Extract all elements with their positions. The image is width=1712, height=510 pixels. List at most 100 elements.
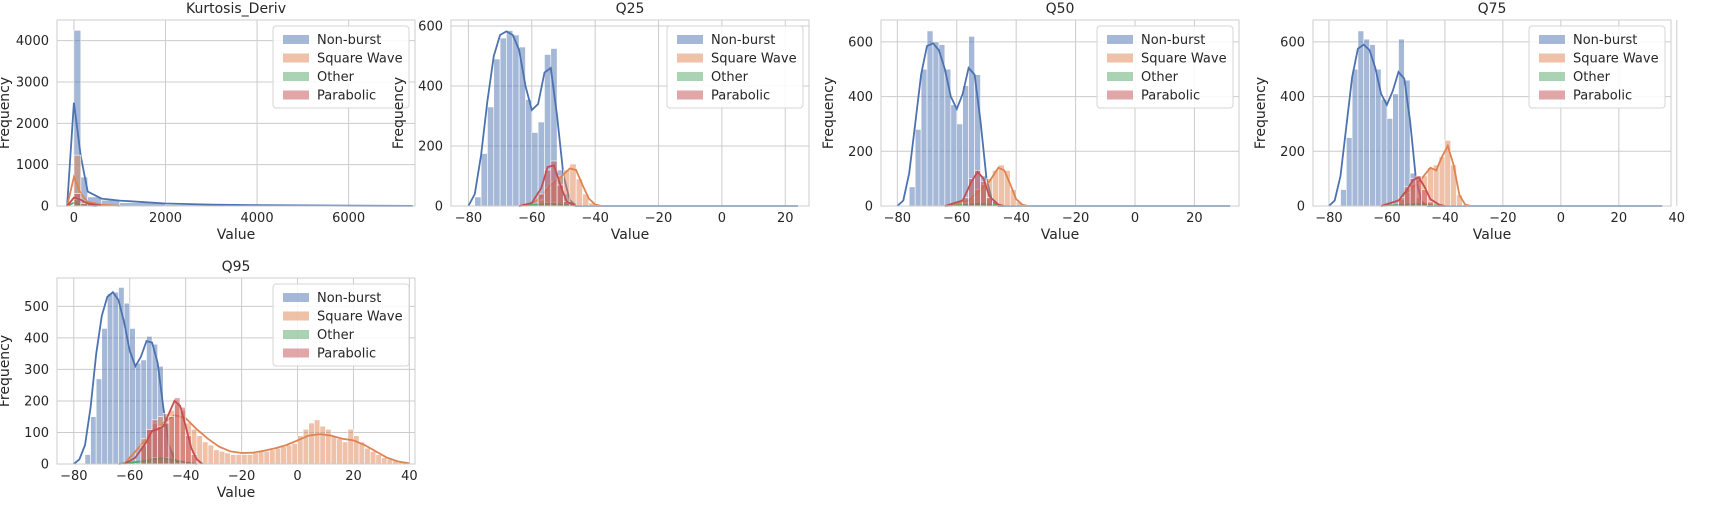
y-tick-label: 400 [24,331,49,346]
legend: Non-burst Square Wave Other Parabolic [272,283,410,367]
legend-swatch [283,35,309,44]
histogram-bar [474,196,482,207]
legend-swatch [283,90,309,100]
histogram-bar [950,104,958,207]
histogram-bar [241,454,248,465]
kde-line [944,170,1005,207]
y-tick-label: 600 [848,35,873,50]
histogram-bar [314,419,321,465]
histogram-bar [369,451,377,465]
histogram-bar [252,452,259,465]
legend-label: Square Wave [711,52,797,67]
legend-swatch [677,90,703,100]
histogram-bar [308,422,315,465]
histogram-bar [1438,156,1446,207]
x-tick-label: 20 [777,211,794,226]
x-axis-label: Value [217,227,255,243]
kde-line [1380,176,1446,207]
kde-line [66,102,413,207]
x-tick-label: −80 [455,211,482,226]
x-tick-label: −20 [228,469,255,484]
legend: Non-burst Square Wave Other Parabolic [666,25,804,109]
histogram-bar [506,30,514,207]
histogram-bar [926,30,934,207]
histogram-bar [95,378,103,465]
histogram-bar [364,447,371,465]
axes-frame [56,277,416,465]
histogram-bar [112,291,119,465]
x-tick-label: 20 [1186,211,1203,226]
x-tick-label: 0 [718,211,726,226]
x-tick-label: −40 [1002,211,1029,226]
histogram-bar [246,454,254,465]
y-tick-label: 200 [24,394,49,409]
histogram-bar [90,416,97,465]
legend-label: Square Wave [1573,52,1659,67]
histogram-bar [512,34,520,207]
axes-frame [450,19,810,207]
legend-label: Non-burst [317,33,381,48]
legend-swatch [283,53,309,63]
x-tick-label: −40 [172,469,199,484]
legend-swatch [1107,72,1133,81]
y-tick-label: 200 [848,145,873,160]
histogram-bar [1340,189,1347,207]
x-tick-label: 6000 [332,211,365,226]
y-tick-label: 0 [435,200,443,215]
chart-title: Q75 [1478,1,1507,17]
series-non-burst [73,287,181,465]
y-tick-label: 600 [1280,35,1305,50]
x-tick-label: −60 [518,211,545,226]
histogram-bar [286,444,293,465]
x-tick-label: 0 [70,211,78,226]
x-tick-label: 0 [1131,211,1139,226]
legend-label: Square Wave [1141,52,1227,67]
legend-swatch [677,72,703,81]
axes-frame [1312,19,1672,207]
legend-swatch [1539,35,1565,44]
legend-box [666,25,804,109]
x-tick-label: 20 [1611,211,1628,226]
histogram-bar [1357,30,1365,207]
histogram-bar [341,441,349,465]
histogram-bar [274,447,282,465]
y-tick-label: 400 [848,90,873,105]
y-tick-label: 2000 [16,117,49,132]
histogram-bar [263,451,270,465]
histogram-bar [381,457,388,465]
histogram-bar [1398,38,1405,207]
histogram-bar [319,425,326,465]
histogram-bar [280,446,287,465]
histogram-bar [101,328,108,465]
legend-swatch [1539,90,1565,100]
legend: Non-burst Square Wave Other Parabolic [272,25,410,109]
x-tick-label: 0 [1557,211,1565,226]
legend-label: Other [1141,70,1179,85]
legend-swatch [283,293,309,302]
y-tick-label: 200 [1280,145,1305,160]
legend-label: Non-burst [1141,33,1205,48]
x-tick-label: 2000 [149,211,182,226]
histogram-bar [224,452,231,465]
legend-label: Square Wave [317,52,403,67]
x-tick-label: −20 [1489,211,1516,226]
y-tick-label: 1000 [16,158,49,173]
histogram-bar [525,99,533,207]
y-tick-label: 400 [418,80,443,95]
axes-frame [880,19,1240,207]
legend-box [1096,25,1234,109]
histogram-bar [920,68,928,207]
axes-frame [56,19,416,207]
x-tick-label: −60 [116,469,143,484]
histogram-bar [174,397,181,465]
histogram-bar [258,451,265,465]
legend-box [272,25,410,109]
subplot-4: −80 −60 −40 −20 0 20 400200400600Q75ValueFrequ… [1253,1,1685,243]
legend-swatch [677,35,703,44]
y-axis-label: Frequency [0,77,13,149]
x-tick-label: −80 [60,469,87,484]
y-axis-label: Frequency [1253,77,1269,149]
kde-line [66,174,120,207]
histogram-bar [956,123,964,207]
